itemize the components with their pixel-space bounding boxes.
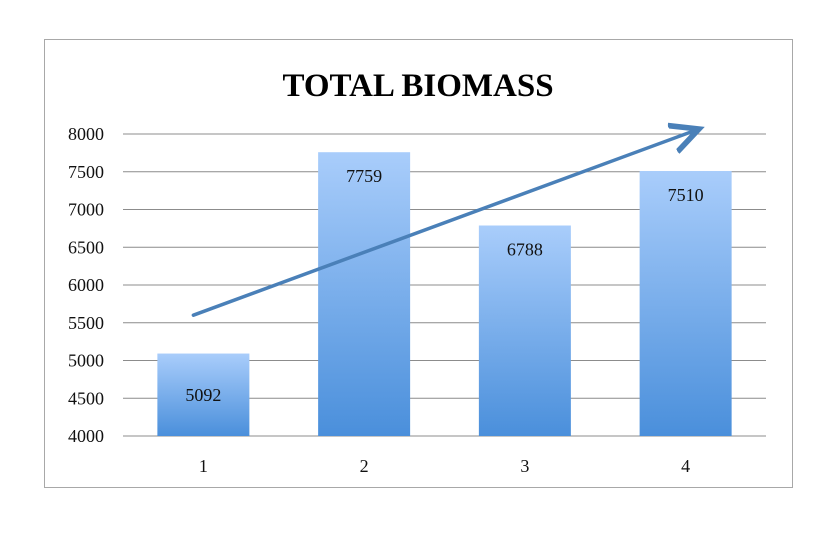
bars <box>157 152 732 436</box>
y-tick-label: 7000 <box>68 200 104 220</box>
bar <box>478 225 571 436</box>
y-tick-label: 5500 <box>68 313 104 333</box>
data-label: 7510 <box>668 185 704 205</box>
x-tick-label: 2 <box>360 456 369 476</box>
data-labels: 5092 7759 6788 7510 <box>185 166 703 405</box>
chart-title: TOTAL BIOMASS <box>282 68 553 104</box>
y-tick-label: 5000 <box>68 351 104 371</box>
bar <box>157 353 250 436</box>
trend-arrow <box>191 130 695 317</box>
y-tick-label: 6000 <box>68 275 104 295</box>
y-tick-label: 4500 <box>68 388 104 408</box>
bar <box>318 152 411 436</box>
x-axis-tick-labels: 1 2 3 4 <box>199 456 690 476</box>
y-tick-label: 8000 <box>68 124 104 144</box>
data-label: 5092 <box>185 385 221 405</box>
x-tick-label: 4 <box>681 456 690 476</box>
x-tick-label: 1 <box>199 456 208 476</box>
data-label: 6788 <box>507 240 543 260</box>
y-tick-label: 4000 <box>68 426 104 446</box>
data-label: 7759 <box>346 166 382 186</box>
x-tick-label: 3 <box>520 456 529 476</box>
y-tick-label: 7500 <box>68 162 104 182</box>
y-axis-tick-labels: 4000 4500 5000 5500 6000 6500 7000 7500 8000 <box>68 124 104 446</box>
y-tick-label: 6500 <box>68 237 104 257</box>
bar <box>639 170 732 436</box>
